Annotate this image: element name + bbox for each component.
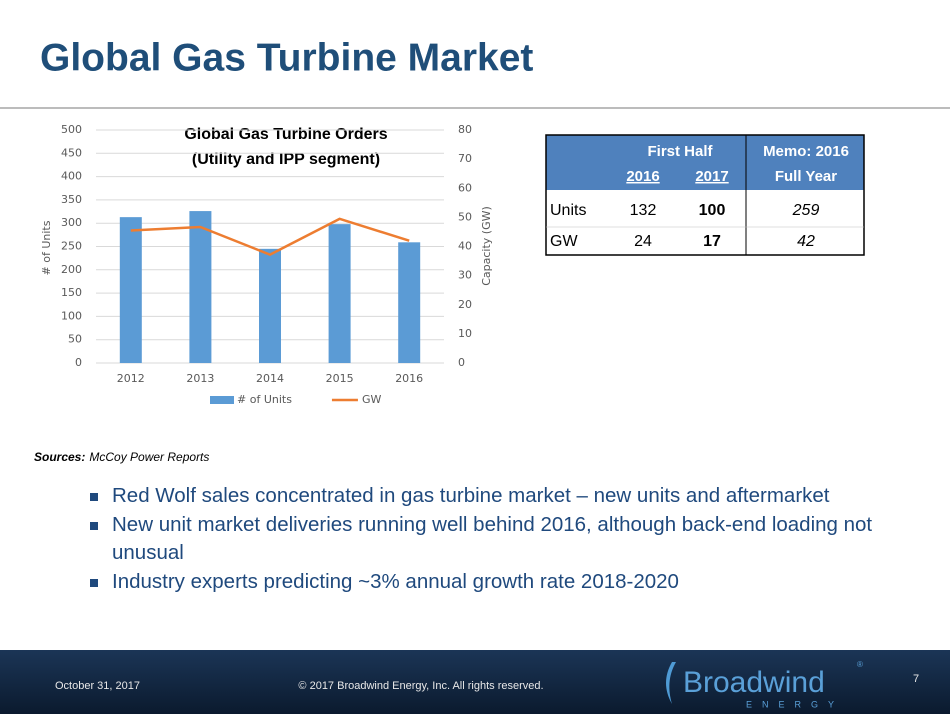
footer-band xyxy=(0,650,950,714)
y2-tick-label: 20 xyxy=(458,298,472,311)
y-tick-label: 50 xyxy=(68,333,82,346)
legend-swatch xyxy=(210,396,234,404)
line xyxy=(130,217,410,257)
y-tick-label: 350 xyxy=(61,193,82,206)
table-cell: Units xyxy=(550,202,586,219)
y-tick-label: 250 xyxy=(61,240,82,253)
table: First Half 2016 2017 Memo: 2016 Full Yea… xyxy=(545,134,865,256)
y2-tick-label: 50 xyxy=(458,210,472,223)
bullet-list: Red Wolf sales concentrated in gas turbi… xyxy=(88,482,878,596)
sources-text: McCoy Power Reports xyxy=(89,450,209,464)
x-tick-label: 2013 xyxy=(186,372,214,385)
table-cell: 24 xyxy=(634,233,652,250)
y-tick-label: 200 xyxy=(61,263,82,276)
table-cell: 17 xyxy=(703,233,721,250)
table-header-bg xyxy=(546,135,864,190)
y2-tick-label: 80 xyxy=(458,123,472,136)
table-year-header: 2017 xyxy=(695,168,728,185)
y-tick-label: 300 xyxy=(61,216,82,229)
y2-tick-label: 70 xyxy=(458,152,472,165)
x-tick-label: 2015 xyxy=(326,372,354,385)
footer-date: October 31, 2017 xyxy=(55,680,140,692)
bullet: Red Wolf sales concentrated in gas turbi… xyxy=(88,482,878,511)
bar xyxy=(189,211,212,363)
y2-tick-label: 10 xyxy=(458,327,472,340)
y2-tick-label: 30 xyxy=(458,269,472,282)
sources-label: Sources: xyxy=(34,450,85,464)
y-axis-label: # of Units xyxy=(40,220,53,275)
y-tick-label: 100 xyxy=(61,309,82,322)
table-cell: GW xyxy=(550,233,578,250)
logo-sub: ENERGY xyxy=(746,699,844,709)
bullet: New unit market deliveries running well … xyxy=(88,511,878,568)
x-tick-label: 2014 xyxy=(256,372,284,385)
chart-subtitle: (Utility and IPP segment) xyxy=(192,151,380,168)
table-cell: 132 xyxy=(630,202,657,219)
sources: Sources: McCoy Power Reports xyxy=(34,450,209,464)
logo-icon xyxy=(666,662,676,704)
logo: Broadwind xyxy=(683,666,825,699)
table-year-header: 2016 xyxy=(626,168,659,185)
page-number: 7 xyxy=(913,673,919,685)
y2-axis-label: Capacity (GW) xyxy=(480,206,493,286)
y-tick-label: 0 xyxy=(75,356,82,369)
bullet: Industry experts predicting ~3% annual g… xyxy=(88,568,878,597)
table-cell: 42 xyxy=(797,233,815,250)
footer-copyright: © 2017 Broadwind Energy, Inc. All rights… xyxy=(298,680,543,692)
y-tick-label: 150 xyxy=(61,286,82,299)
table-group-header: First Half xyxy=(647,143,713,160)
bar xyxy=(398,242,421,363)
logo-mark: ® xyxy=(857,660,863,669)
y-tick-label: 450 xyxy=(61,146,82,159)
y2-tick-label: 40 xyxy=(458,240,472,253)
table-memo-header: Full Year xyxy=(775,168,837,185)
y-tick-label: 500 xyxy=(61,123,82,136)
table-cell: 100 xyxy=(699,202,726,219)
x-tick-label: 2016 xyxy=(395,372,423,385)
table-cell: 259 xyxy=(792,202,820,219)
slide-title: Global Gas Turbine Market xyxy=(40,36,533,79)
table-memo-header: Memo: 2016 xyxy=(763,143,849,160)
chart-title: Global Gas Turbine Orders xyxy=(184,126,387,143)
table-border xyxy=(545,134,865,256)
bar xyxy=(119,217,142,363)
x-tick-label: 2012 xyxy=(117,372,145,385)
bar xyxy=(259,248,281,363)
y2-tick-label: 60 xyxy=(458,181,472,194)
legend-label: GW xyxy=(362,393,382,406)
bar xyxy=(328,224,351,363)
legend-label: # of Units xyxy=(237,393,292,406)
y-tick-label: 400 xyxy=(61,170,82,183)
y2-tick-label: 0 xyxy=(458,356,465,369)
